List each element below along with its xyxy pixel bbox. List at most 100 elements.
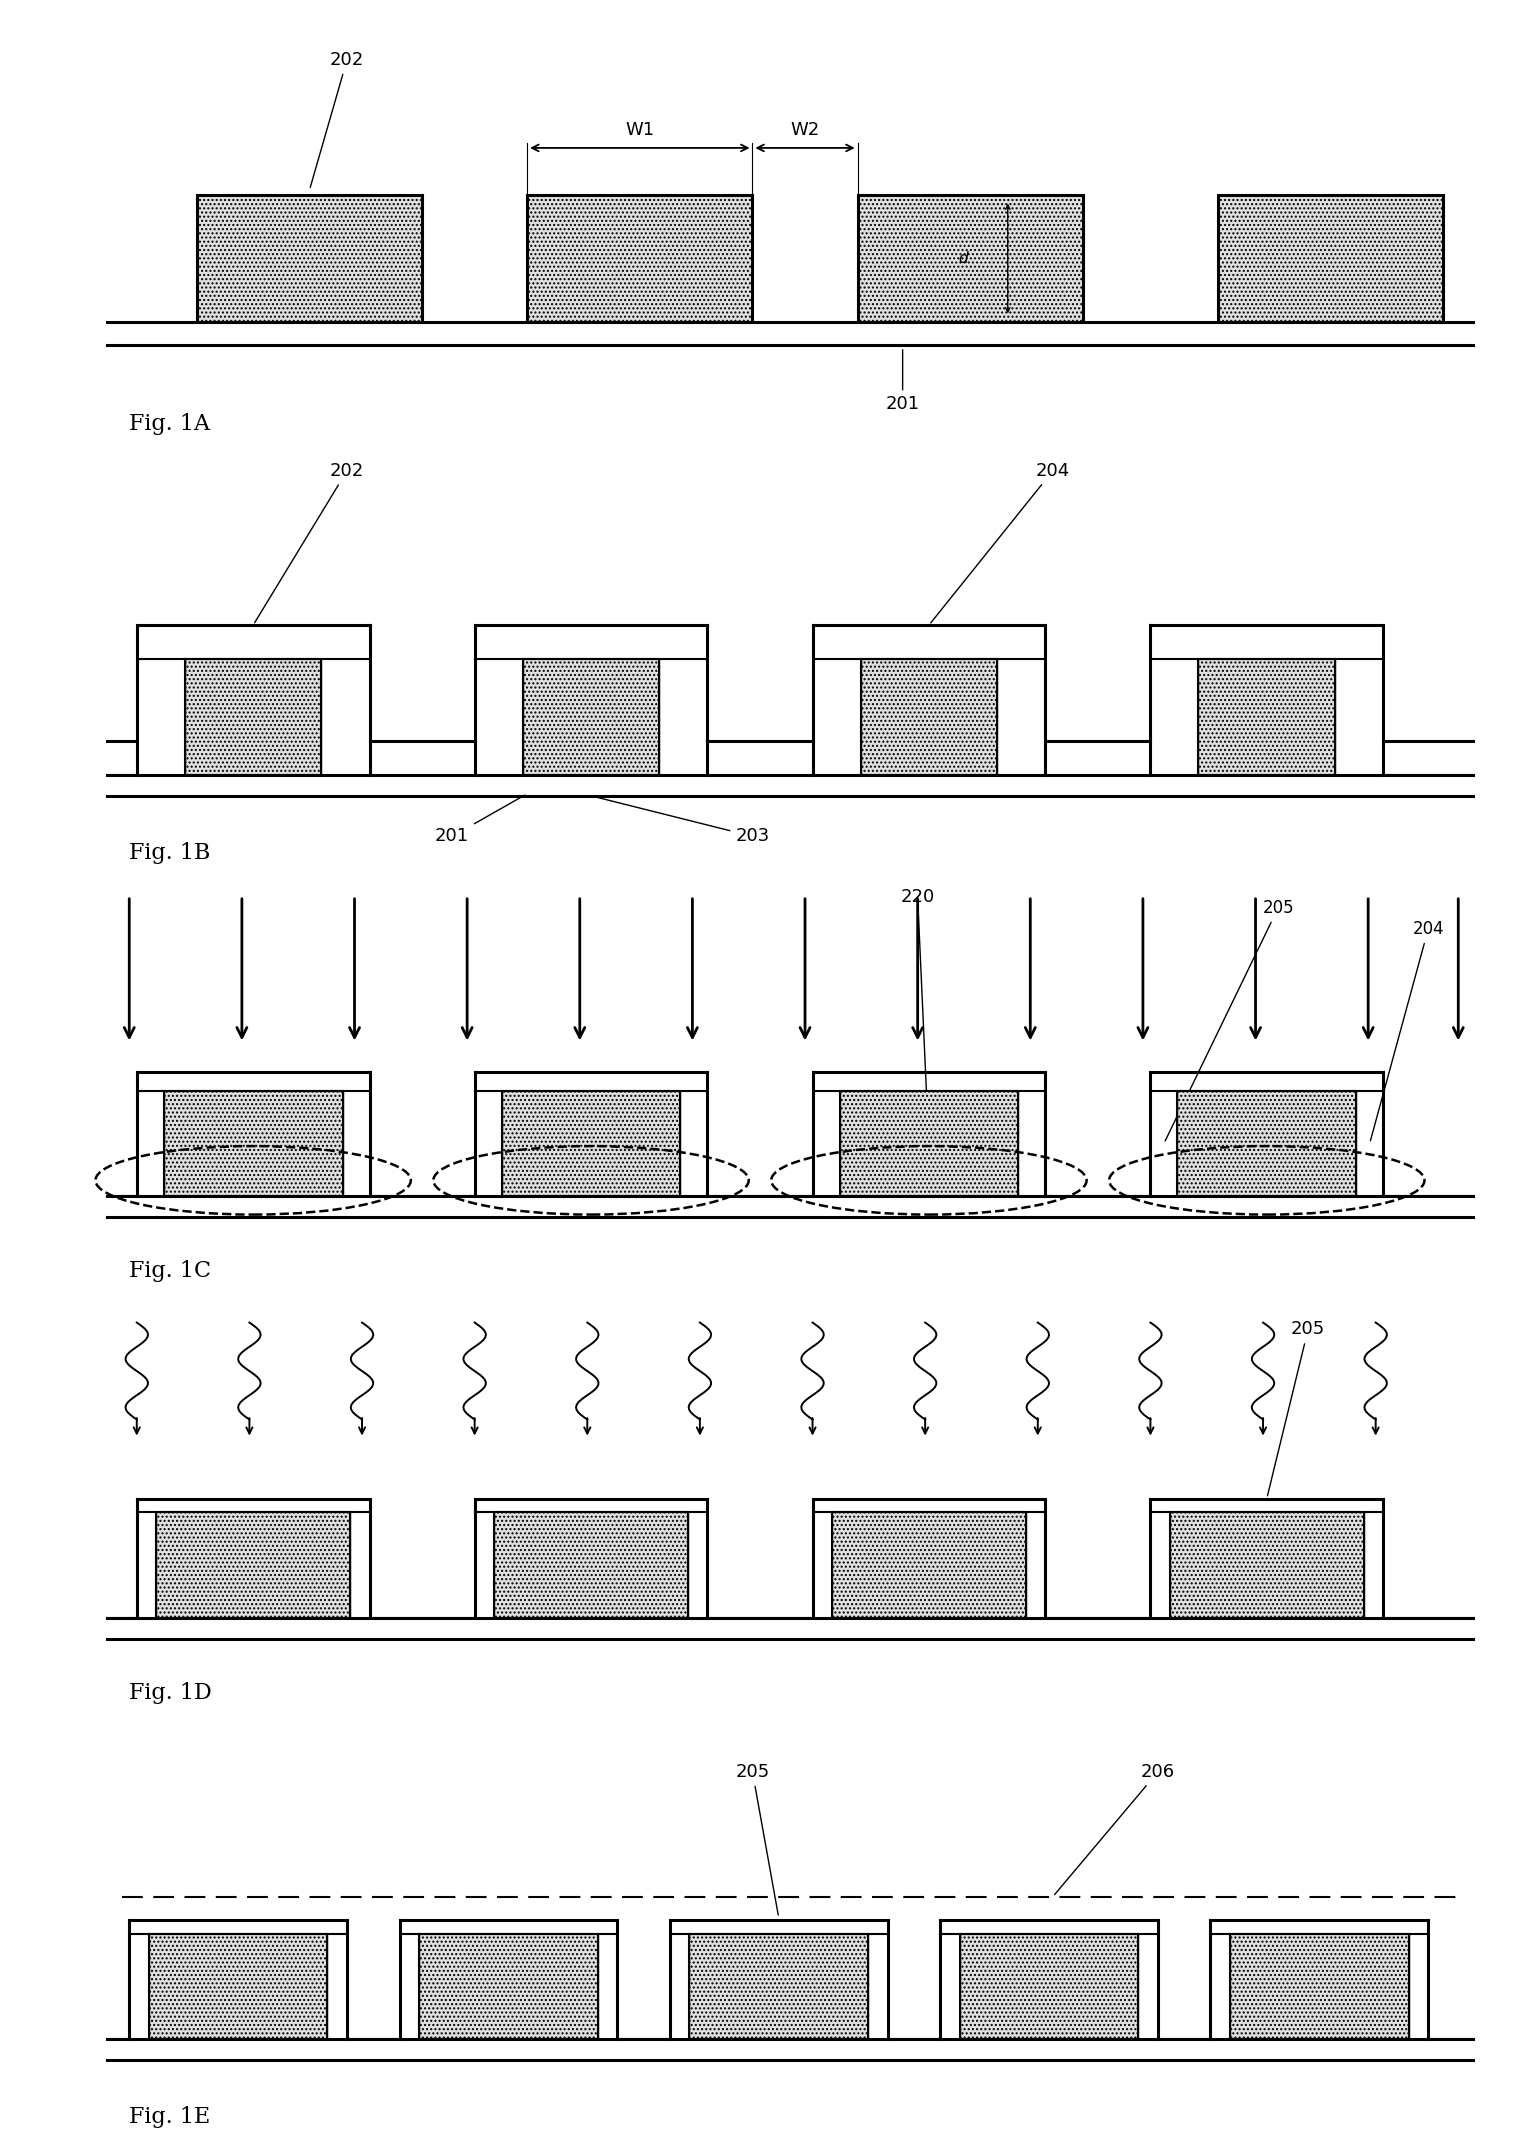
Text: 201: 201 [885,350,920,413]
Bar [107,1610,1473,1632]
Bar [1178,1090,1356,1195]
Bar [681,1090,707,1195]
Bar [322,626,370,774]
Bar [107,774,149,791]
Bar [137,626,184,774]
Bar [1150,1090,1178,1195]
Text: 201: 201 [436,796,525,845]
Bar [839,1090,1019,1195]
Bar [1026,1511,1045,1617]
Bar [196,196,422,322]
Bar [107,1187,1473,1215]
Bar [1218,196,1443,322]
Bar [689,1933,868,2038]
Bar [474,626,707,658]
Text: 202: 202 [310,52,364,187]
Bar [960,1933,1138,2038]
Bar [1384,774,1473,791]
Bar [1150,1511,1170,1617]
Text: 205: 205 [1267,1320,1325,1496]
Text: Fig. 1C: Fig. 1C [129,1260,212,1281]
Bar [474,1511,494,1617]
Bar [1384,742,1473,774]
Bar [474,1090,502,1195]
Bar [370,742,474,774]
Bar [940,1933,960,2038]
Bar [813,626,861,774]
Bar [129,1920,347,1933]
Bar [164,1090,342,1195]
Bar [502,1090,681,1195]
Bar [858,196,1083,322]
Bar [107,2025,129,2038]
Bar [342,1090,370,1195]
Bar [474,1073,707,1090]
Bar [1138,1933,1158,2038]
Text: W1: W1 [626,123,655,140]
Text: 205: 205 [735,1763,778,1916]
Text: 205: 205 [1166,899,1293,1142]
Bar [1408,1933,1428,2038]
Bar [1428,2025,1473,2038]
Bar [1045,742,1150,774]
Bar [1150,1073,1384,1090]
Bar [474,626,523,774]
Bar [1230,1933,1408,2038]
Text: 204: 204 [931,462,1069,624]
Bar [670,1933,689,2038]
Text: W2: W2 [790,123,819,140]
Bar [598,1933,617,2038]
Bar [184,658,322,774]
Bar [137,1511,156,1617]
Bar [1019,1090,1045,1195]
Bar [137,1073,370,1090]
Bar [687,1511,707,1617]
Bar [1335,626,1384,774]
Text: Fig. 1A: Fig. 1A [129,413,210,434]
Bar [528,196,753,322]
Bar [1150,626,1384,658]
Bar [831,1511,1026,1617]
Bar [660,626,707,774]
Bar [813,1073,1045,1090]
Bar [494,1511,687,1617]
Bar [1198,658,1335,774]
Text: d: d [957,252,968,267]
Bar [868,1933,888,2038]
Bar [1364,1511,1384,1617]
Bar [137,626,370,658]
Bar [399,1920,617,1933]
Text: 206: 206 [1054,1763,1175,1894]
Bar [813,1090,839,1195]
Bar [997,626,1045,774]
Bar [1210,1933,1230,2038]
Bar [399,1933,419,2038]
Text: 202: 202 [255,462,364,624]
Bar [670,1920,888,1933]
Bar [813,1499,1045,1511]
Bar [137,1499,370,1511]
Text: Fig. 1E: Fig. 1E [129,2107,210,2128]
Bar [474,1499,707,1511]
Text: 203: 203 [594,796,770,845]
Bar [156,1511,350,1617]
Bar [813,1511,831,1617]
Bar [523,658,660,774]
Bar [940,1920,1158,1933]
Bar [1170,1511,1364,1617]
Bar [107,2034,1473,2049]
Bar [419,1933,598,2038]
Bar [350,1511,370,1617]
Bar [1150,626,1198,774]
Bar [137,1090,164,1195]
Bar [149,1933,327,2038]
Text: 204: 204 [1370,920,1443,1142]
Bar [1210,1920,1428,1933]
Bar [1356,1090,1384,1195]
Bar [129,1933,149,2038]
Text: 220: 220 [900,888,934,1144]
Bar [707,742,813,774]
Text: Fig. 1D: Fig. 1D [129,1681,212,1703]
Bar [861,658,997,774]
Bar [1150,1499,1384,1511]
